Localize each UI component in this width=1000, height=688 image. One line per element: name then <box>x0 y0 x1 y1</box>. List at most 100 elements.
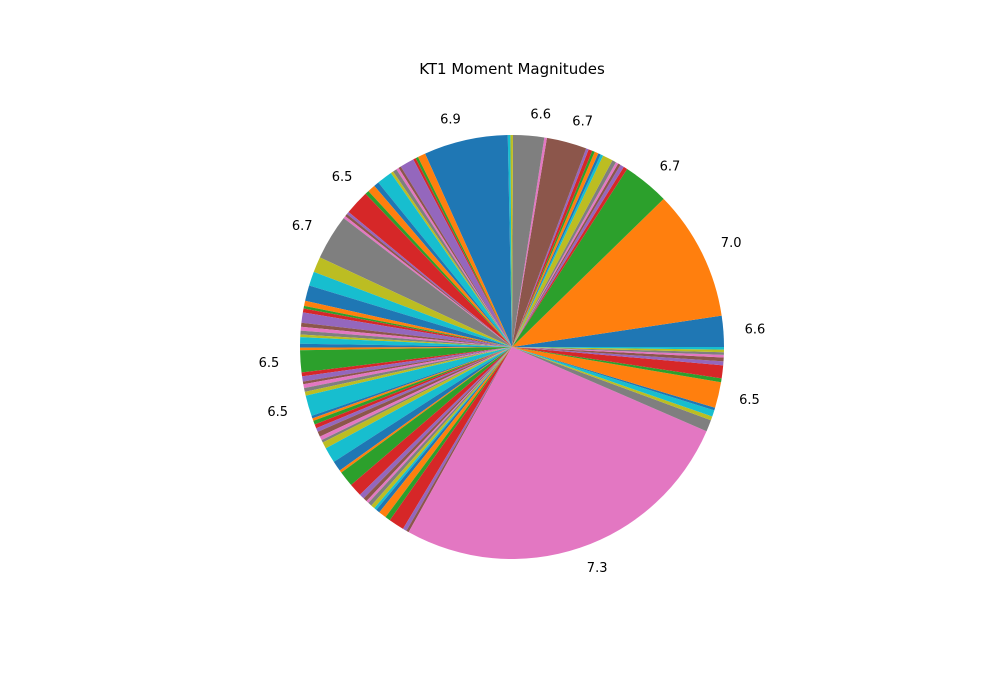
pie-slice <box>317 347 512 437</box>
pie-slice <box>345 214 512 347</box>
slice-label: 6.6 <box>745 323 766 338</box>
pie-slice <box>321 347 512 443</box>
pie-slice <box>393 169 512 347</box>
slice-label: 6.5 <box>259 356 280 371</box>
pie-slice <box>512 137 587 347</box>
pie-slice <box>301 347 512 377</box>
pie-slice <box>512 150 595 347</box>
pie-slice <box>512 163 621 347</box>
pie-slice <box>302 308 512 347</box>
pie-slice <box>402 347 512 531</box>
pie-slice <box>425 135 512 347</box>
pie-slice <box>512 347 713 421</box>
pie-slice <box>313 257 512 347</box>
slice-label: 6.5 <box>267 405 288 420</box>
pie-slice <box>396 167 512 347</box>
pie-slice <box>385 347 512 521</box>
pie-slice <box>300 347 512 351</box>
pie-slice <box>512 347 724 355</box>
pie-slice <box>368 347 512 506</box>
pie-slice <box>512 162 619 347</box>
chart-title: KT1 Moment Magnitudes <box>419 60 605 78</box>
pie-slice <box>302 347 512 382</box>
pie-slice <box>389 347 512 529</box>
pie-slice <box>300 322 512 347</box>
pie-slice <box>333 347 512 471</box>
pie-slice <box>512 148 589 347</box>
pie-slices <box>299 134 724 560</box>
pie-slice <box>374 182 512 347</box>
slice-label: 6.7 <box>660 160 681 175</box>
pie-slice <box>304 300 512 347</box>
slice-label: 6.7 <box>292 219 313 234</box>
pie-slice <box>299 343 512 348</box>
pie-labels: 6.6 7.0 6.7 6.7 6.6 6.9 6.5 6.7 6.5 6.5 7.3 6.5 <box>259 108 766 576</box>
pie-slice <box>305 285 512 347</box>
pie-slice <box>390 171 512 347</box>
pie-slice <box>512 347 715 417</box>
pie-slice <box>348 193 512 347</box>
pie-slice <box>512 347 711 432</box>
pie-slice <box>512 151 599 347</box>
pie-slice <box>311 347 512 419</box>
pie-slice <box>417 153 512 347</box>
pie-slice <box>512 347 724 350</box>
pie-slice <box>309 271 512 347</box>
slice-label: 6.5 <box>332 170 353 185</box>
pie-slice <box>304 347 512 396</box>
pie-slice <box>379 347 512 518</box>
pie-slice <box>300 337 512 347</box>
pie-slice <box>314 347 512 429</box>
slice-label: 6.6 <box>530 108 551 123</box>
pie-slice <box>512 347 722 408</box>
pie-slice <box>313 347 512 425</box>
pie-slice <box>507 135 512 347</box>
pie-slice <box>512 347 724 362</box>
pie-slice <box>512 347 724 358</box>
pie-slice <box>303 305 512 347</box>
pie-slice <box>415 157 512 347</box>
pie-slice <box>300 334 512 347</box>
pie-slice <box>322 347 512 449</box>
pie-slice <box>351 347 512 495</box>
pie-slice <box>406 347 512 533</box>
pie-slice <box>512 315 724 347</box>
pie-slice <box>510 134 513 347</box>
pie-slice <box>413 158 512 347</box>
pie-slice <box>512 168 664 347</box>
pie-slice <box>339 347 512 473</box>
pie-slice <box>305 347 512 416</box>
pie-slice <box>512 347 724 379</box>
pie-slice <box>512 164 624 347</box>
pie-slice <box>512 166 628 347</box>
slice-label: 7.3 <box>587 561 608 576</box>
pie-slice <box>300 347 512 373</box>
pie-slice <box>325 347 512 462</box>
pie-slice <box>316 347 512 432</box>
pie-slice <box>512 137 547 347</box>
pie-slice <box>346 212 512 347</box>
slice-label: 7.0 <box>721 236 742 251</box>
pie-slice <box>371 347 512 509</box>
pie-slice <box>374 347 512 510</box>
pie-slice <box>302 347 512 385</box>
slice-label: 6.7 <box>572 115 593 130</box>
pie-slice <box>303 347 512 389</box>
pie-slice <box>512 347 722 383</box>
pie-slice <box>359 347 512 499</box>
pie-slice <box>312 347 512 421</box>
slice-label: 6.9 <box>440 113 461 128</box>
pie-slice <box>300 326 512 347</box>
pie-slice <box>341 347 512 485</box>
pie-slice <box>366 347 512 503</box>
pie-slice <box>301 312 512 347</box>
pie-slice <box>512 347 716 411</box>
pie-slice <box>512 155 613 347</box>
pie-slice <box>304 347 512 392</box>
pie-slice <box>512 198 722 347</box>
pie-slice <box>368 185 512 347</box>
pie-slice <box>319 347 512 441</box>
pie-slice <box>512 135 545 347</box>
pie-slice <box>378 173 512 347</box>
